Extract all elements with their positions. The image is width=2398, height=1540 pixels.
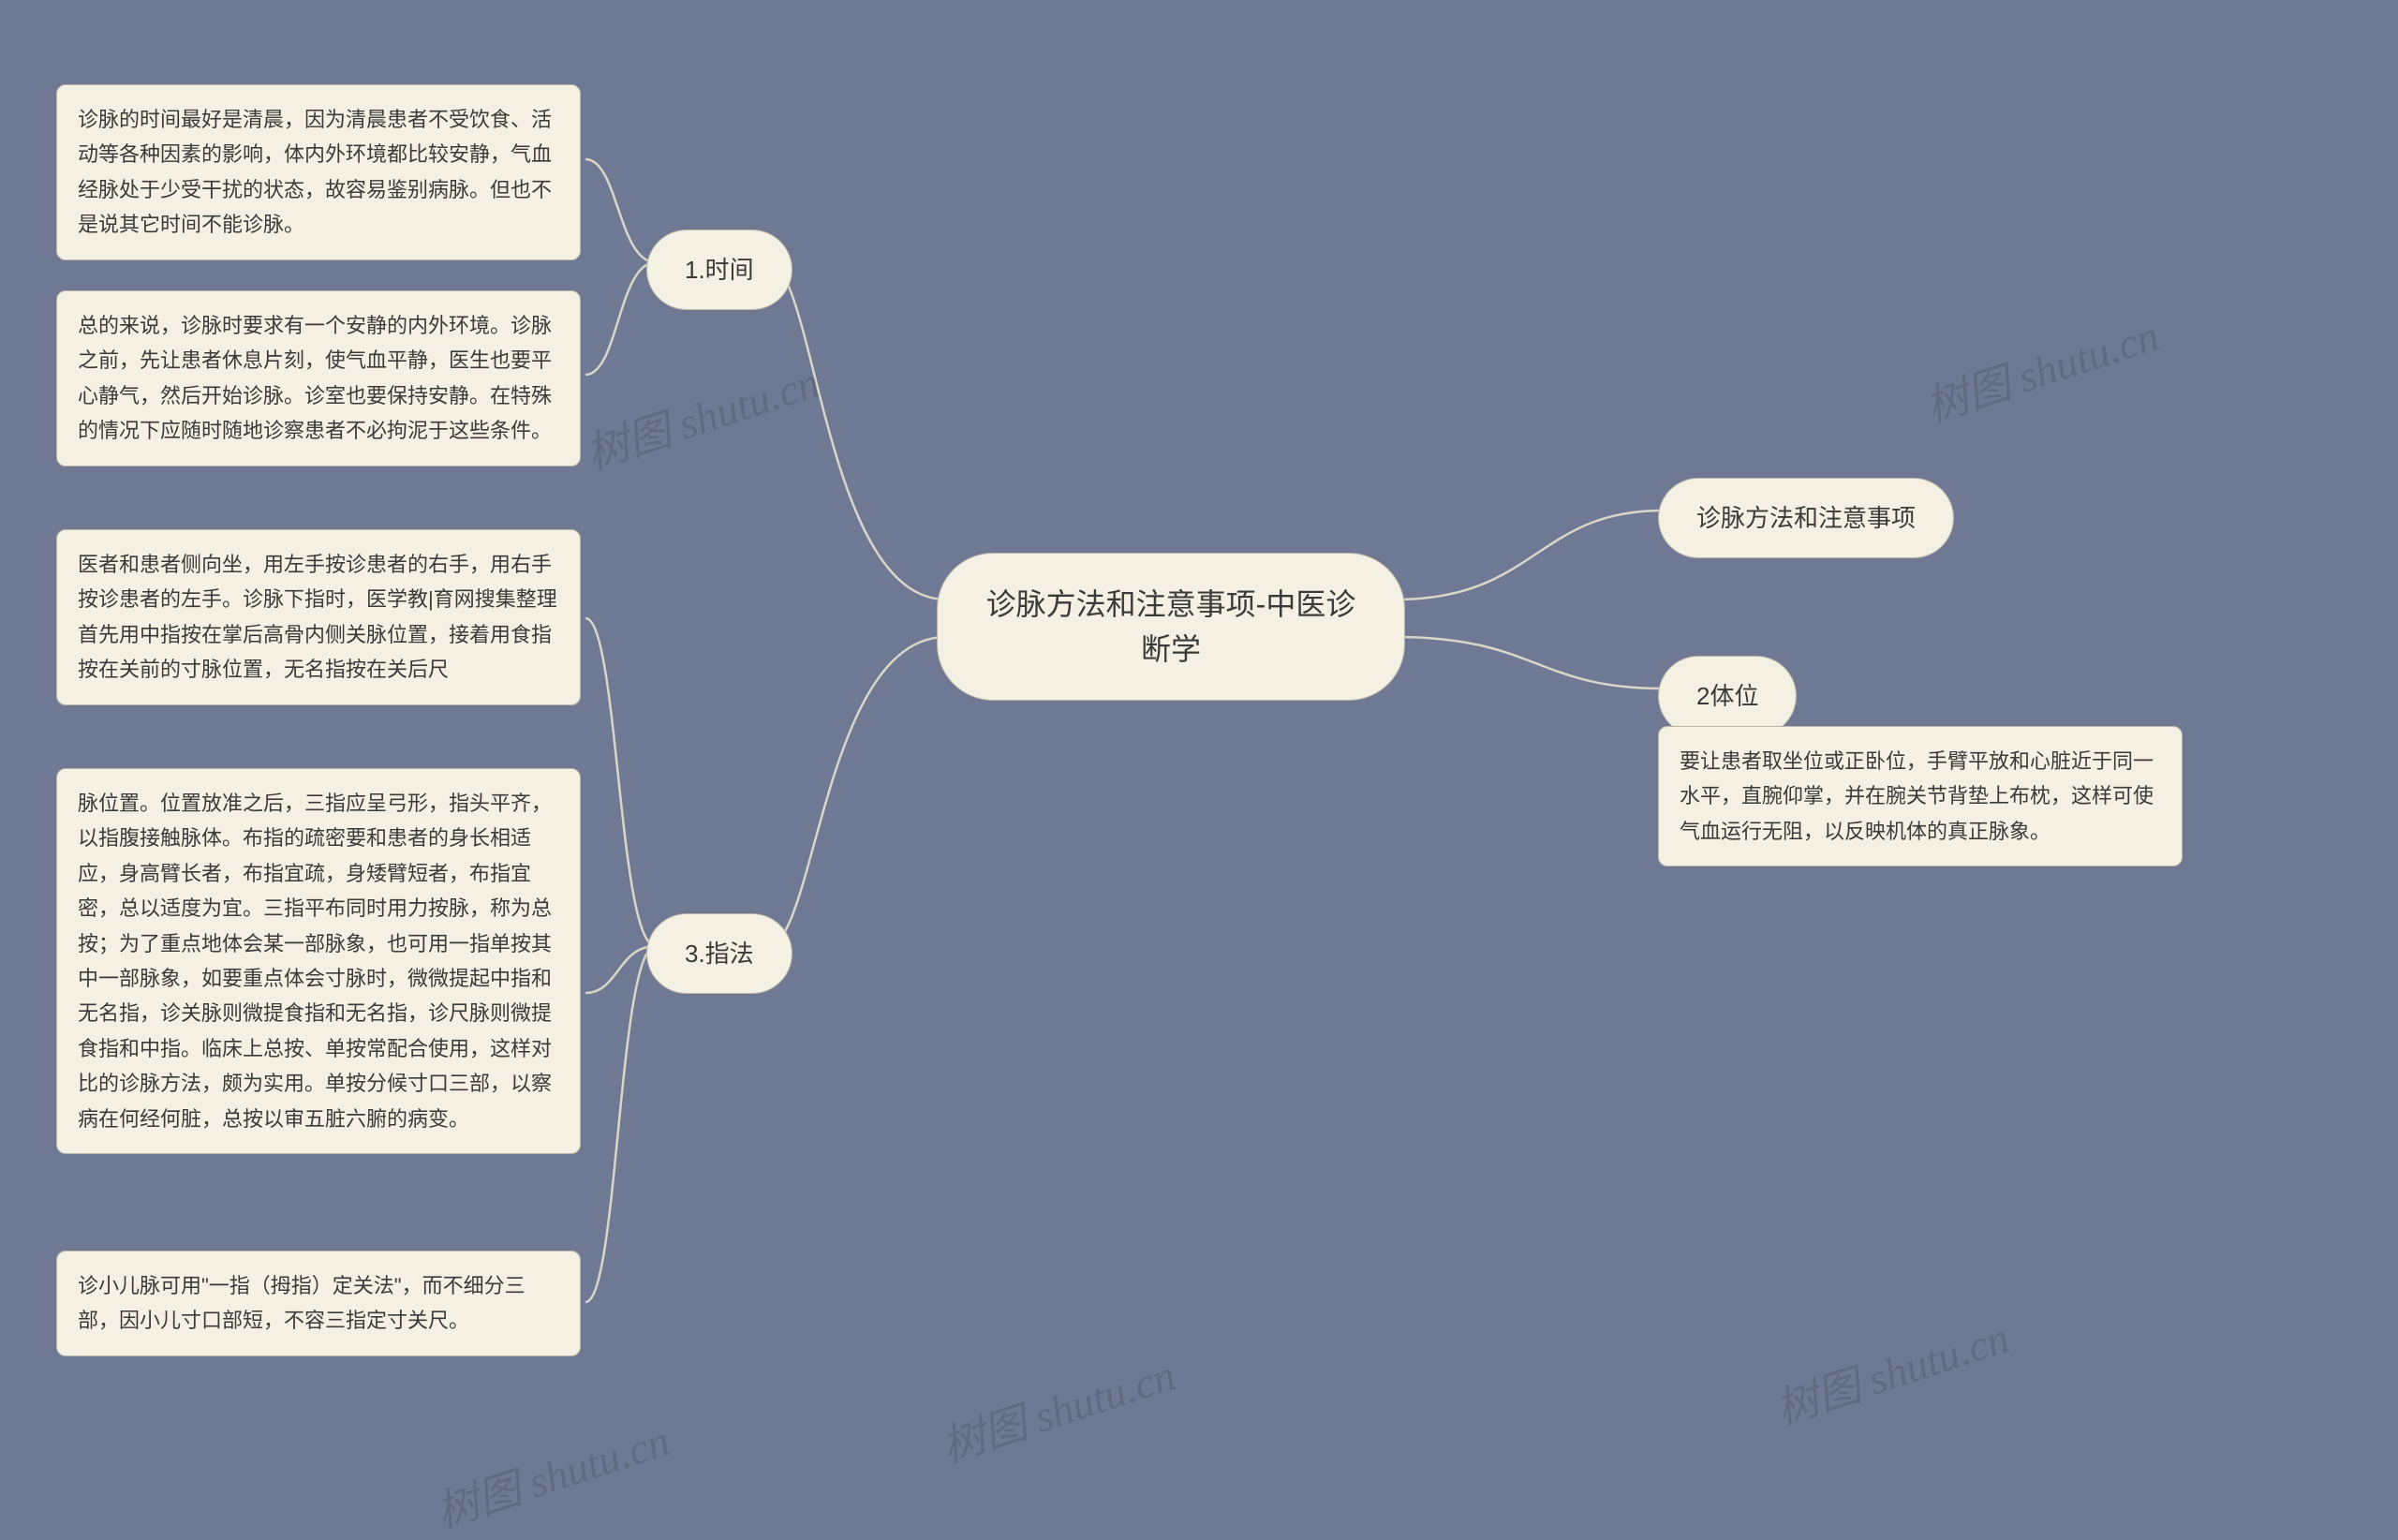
root-node[interactable]: 诊脉方法和注意事项-中医诊断学 [937, 553, 1405, 701]
leaf-finger-1[interactable]: 医者和患者侧向坐，用左手按诊患者的右手，用右手按诊患者的左手。诊脉下指时，医学教… [56, 529, 581, 705]
branch-finger[interactable]: 3.指法 [646, 913, 792, 994]
leaf-time-2-text: 总的来说，诊脉时要求有一个安静的内外环境。诊脉之前，先让患者休息片刻，使气血平静… [78, 314, 552, 442]
leaf-finger-3[interactable]: 诊小儿脉可用"一指（拇指）定关法"，而不细分三部，因小儿寸口部短，不容三指定寸关… [56, 1251, 581, 1356]
leaf-time-1[interactable]: 诊脉的时间最好是清晨，因为清晨患者不受饮食、活动等各种因素的影响，体内外环境都比… [56, 84, 581, 260]
branch-finger-label: 3.指法 [685, 940, 754, 968]
connector [585, 159, 656, 262]
connector [585, 946, 656, 993]
leaf-position-1-text: 要让患者取坐位或正卧位，手臂平放和心脏近于同一水平，直腕仰掌，并在腕关节背垫上布… [1680, 749, 2154, 843]
watermark: 树图 shutu.cn [1917, 302, 2166, 436]
branch-position-label: 2体位 [1696, 682, 1758, 710]
leaf-time-2[interactable]: 总的来说，诊脉时要求有一个安静的内外环境。诊脉之前，先让患者休息片刻，使气血平静… [56, 290, 581, 466]
leaf-position-1[interactable]: 要让患者取坐位或正卧位，手臂平放和心脏近于同一水平，直腕仰掌，并在腕关节背垫上布… [1658, 726, 2183, 866]
branch-time-label: 1.时间 [685, 256, 754, 284]
leaf-finger-3-text: 诊小儿脉可用"一指（拇指）定关法"，而不细分三部，因小儿寸口部短，不容三指定寸关… [78, 1274, 525, 1332]
branch-position[interactable]: 2体位 [1658, 656, 1797, 736]
connector [1396, 637, 1663, 689]
watermark: 树图 shutu.cn [933, 1341, 1182, 1475]
connector [768, 637, 946, 946]
root-label: 诊脉方法和注意事项-中医诊断学 [986, 587, 1356, 666]
branch-intro[interactable]: 诊脉方法和注意事项 [1658, 478, 1954, 558]
watermark: 树图 shutu.cn [577, 348, 826, 482]
leaf-finger-2[interactable]: 脉位置。位置放准之后，三指应呈弓形，指头平齐，以指腹接触脉体。布指的疏密要和患者… [56, 768, 581, 1154]
leaf-finger-2-text: 脉位置。位置放准之后，三指应呈弓形，指头平齐，以指腹接触脉体。布指的疏密要和患者… [78, 792, 552, 1131]
connector [585, 618, 656, 946]
connector [1396, 511, 1663, 600]
leaf-finger-1-text: 医者和患者侧向坐，用左手按诊患者的右手，用右手按诊患者的左手。诊脉下指时，医学教… [78, 553, 557, 681]
leaf-time-1-text: 诊脉的时间最好是清晨，因为清晨患者不受饮食、活动等各种因素的影响，体内外环境都比… [78, 108, 552, 236]
branch-intro-label: 诊脉方法和注意事项 [1696, 504, 1916, 532]
connector [585, 262, 656, 375]
watermark: 树图 shutu.cn [1767, 1304, 2016, 1438]
connector [585, 946, 656, 1302]
branch-time[interactable]: 1.时间 [646, 230, 792, 310]
watermark: 树图 shutu.cn [427, 1407, 676, 1540]
connector [768, 262, 946, 600]
